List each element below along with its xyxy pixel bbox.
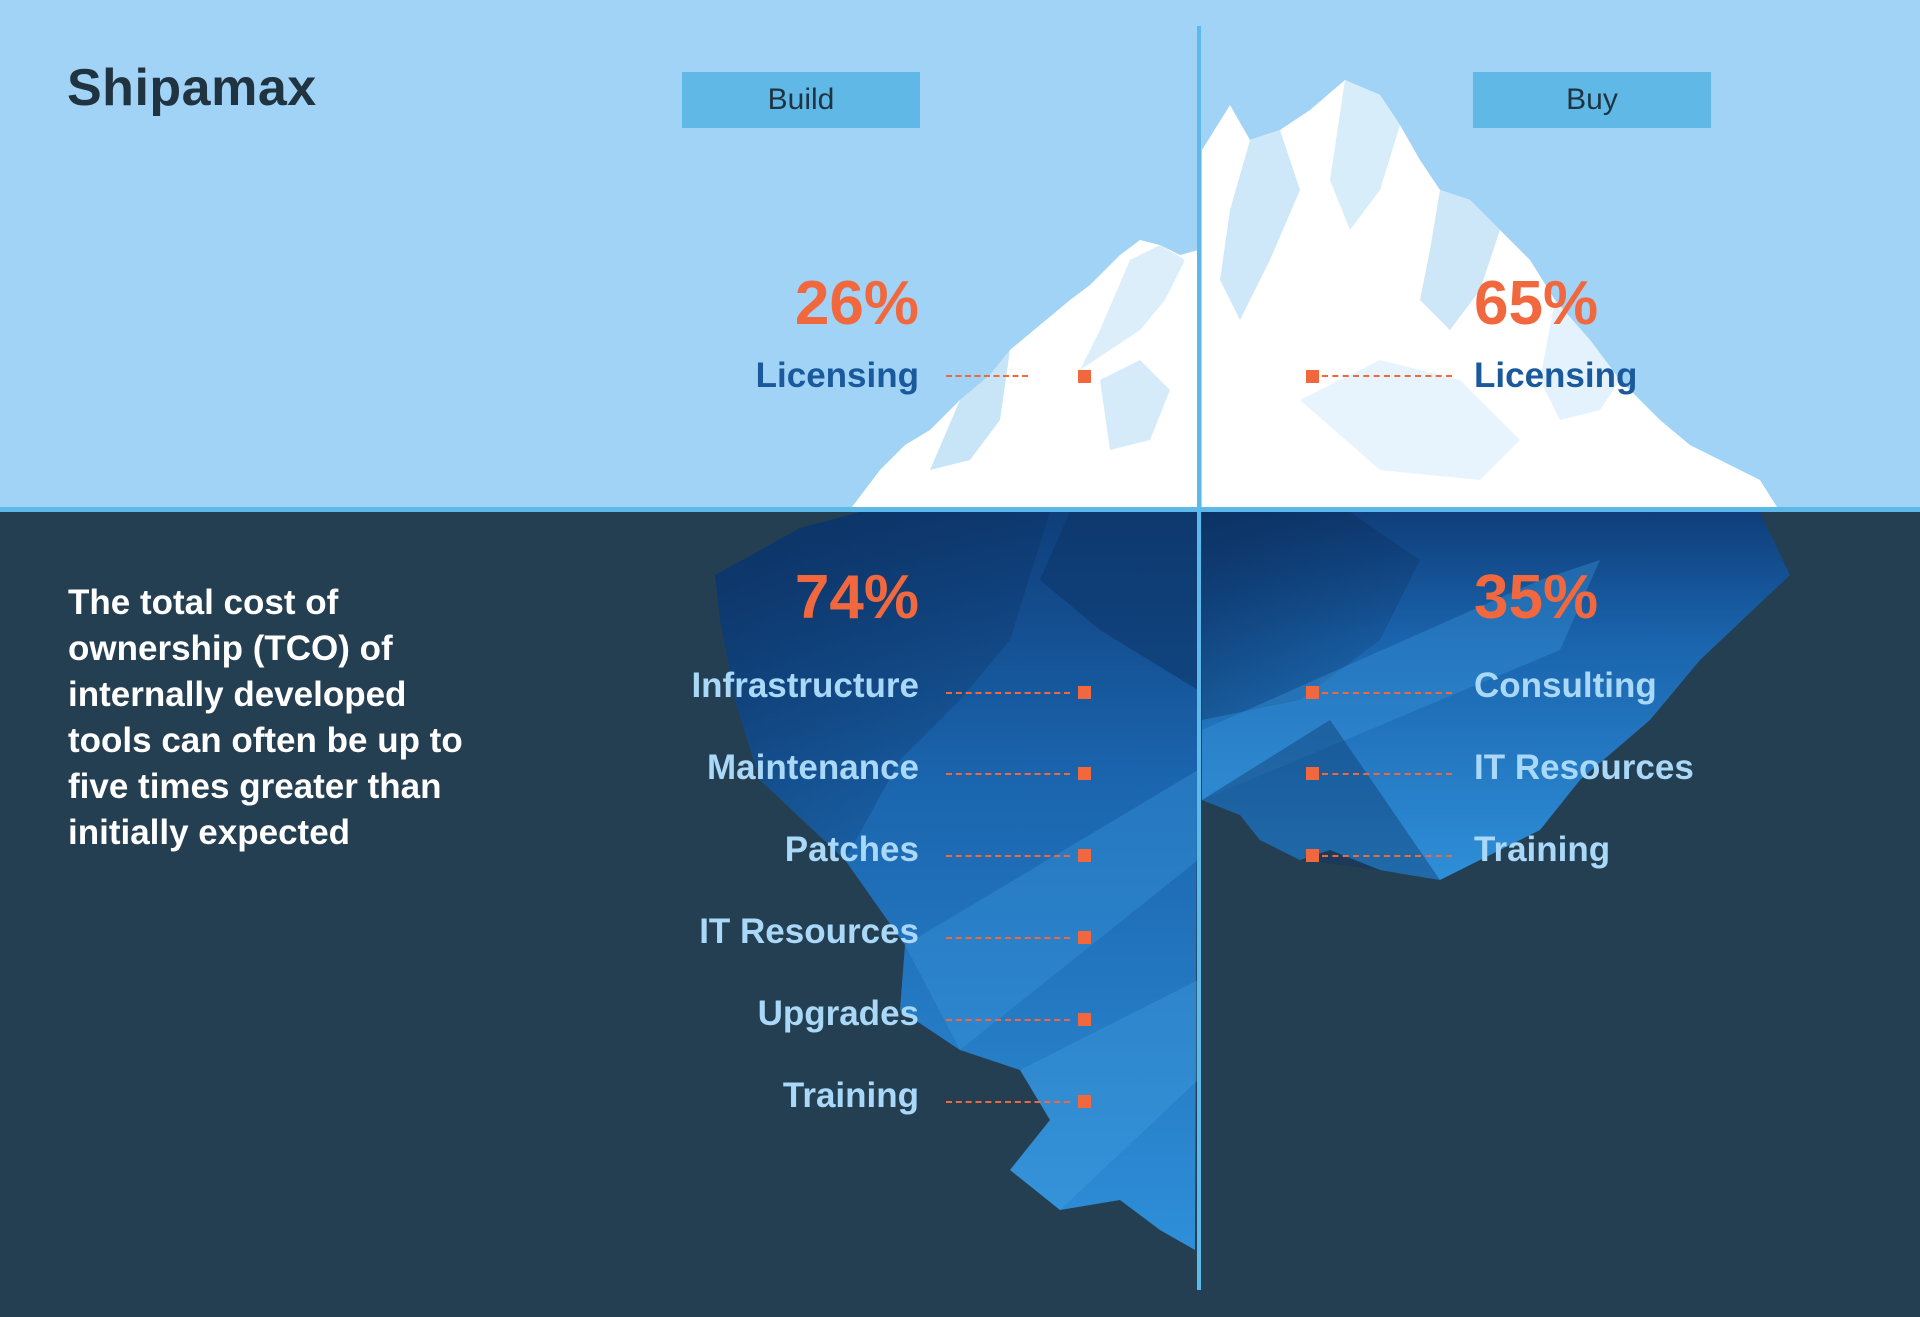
leader-line <box>1322 773 1452 775</box>
build-below-item: Maintenance <box>707 748 919 787</box>
marker-dot <box>1078 1095 1091 1108</box>
marker-dot <box>1078 931 1091 944</box>
buy-below-item: Training <box>1474 830 1611 869</box>
build-below-item: IT Resources <box>699 912 919 951</box>
buy-below-item: Consulting <box>1474 666 1657 705</box>
marker-dot <box>1078 767 1091 780</box>
leader-line <box>946 375 1028 377</box>
column-divider <box>1197 26 1201 1290</box>
marker-dot <box>1078 370 1091 383</box>
marker-dot <box>1078 686 1091 699</box>
buy-below-item: IT Resources <box>1474 748 1694 787</box>
leader-line <box>946 773 1070 775</box>
buy-below-percent: 35% <box>1474 563 1599 632</box>
waterline <box>0 507 1920 512</box>
marker-dot <box>1078 849 1091 862</box>
leader-line <box>946 692 1070 694</box>
marker-dot <box>1306 849 1319 862</box>
tab-build: Build <box>682 72 920 128</box>
leader-line <box>946 1101 1070 1103</box>
tco-statement: The total cost of ownership (TCO) of int… <box>68 583 463 852</box>
marker-dot <box>1078 1013 1091 1026</box>
build-below-item: Training <box>782 1076 919 1115</box>
marker-dot <box>1306 370 1319 383</box>
brand-logo: Shipamax <box>67 59 317 117</box>
leader-line <box>946 1019 1070 1021</box>
buy-above-item: Licensing <box>1474 356 1638 395</box>
buy-above-percent: 65% <box>1474 269 1599 338</box>
marker-dot <box>1306 686 1319 699</box>
leader-line <box>946 937 1070 939</box>
leader-line <box>946 855 1070 857</box>
leader-line <box>1322 855 1452 857</box>
build-below-percent: 74% <box>794 563 919 632</box>
leader-line <box>1322 692 1452 694</box>
marker-dot <box>1306 767 1319 780</box>
tab-buy: Buy <box>1473 72 1711 128</box>
build-below-item: Upgrades <box>757 994 919 1033</box>
build-below-item: Patches <box>784 830 919 869</box>
build-above-item: Licensing <box>755 356 919 395</box>
leader-line <box>1322 375 1452 377</box>
build-below-item: Infrastructure <box>691 666 919 705</box>
build-above-percent: 26% <box>794 269 919 338</box>
